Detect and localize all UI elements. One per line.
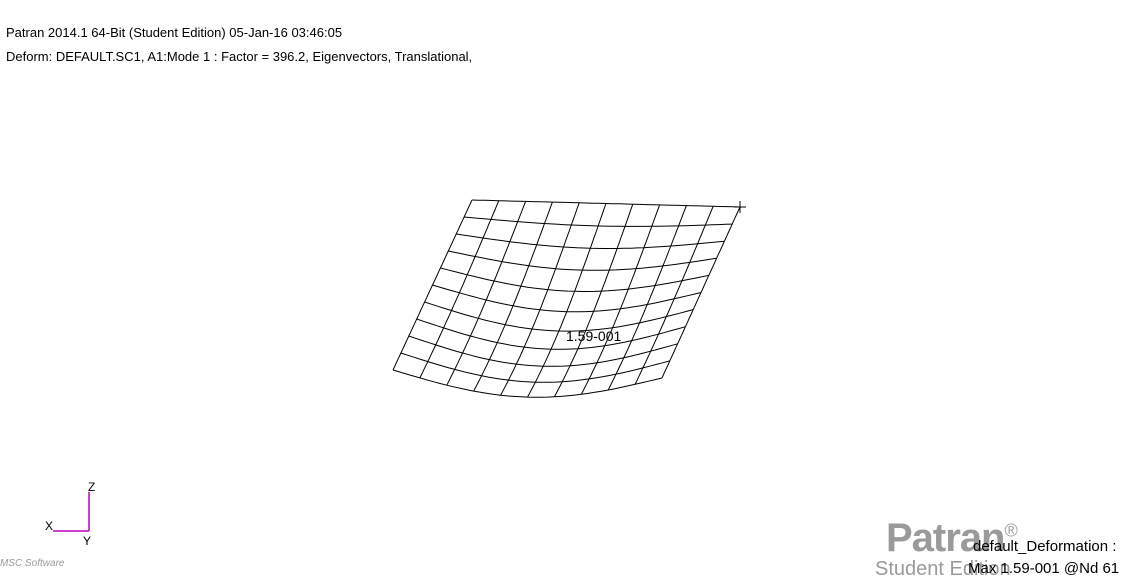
mesh-row-line bbox=[424, 301, 694, 332]
mesh-column-line bbox=[392, 199, 473, 371]
mesh-column-line bbox=[473, 201, 553, 392]
mesh-column-line bbox=[580, 204, 661, 395]
mesh-row-line bbox=[416, 318, 686, 350]
patran-logo: Patran® bbox=[886, 516, 1018, 560]
max-value-label: 1.59-001 bbox=[566, 328, 621, 344]
mesh-column-line bbox=[419, 200, 500, 379]
result-legend-title: default_Deformation : bbox=[973, 538, 1117, 555]
result-legend-max: Max 1.59-001 @Nd 61 bbox=[968, 560, 1120, 577]
mesh-column-line bbox=[446, 201, 527, 386]
mesh-row-line bbox=[392, 369, 663, 398]
deformed-mesh bbox=[392, 199, 741, 398]
mesh-row-line bbox=[408, 335, 678, 367]
mesh-row-line bbox=[400, 352, 670, 383]
header-title: Patran 2014.1 64-Bit (Student Edition) 0… bbox=[6, 25, 343, 40]
mesh-column-line bbox=[527, 203, 607, 398]
mesh-column-line bbox=[634, 206, 714, 385]
mesh-row-line bbox=[456, 233, 725, 249]
msc-software-logo: MSC Software bbox=[0, 558, 65, 569]
mesh-column-line bbox=[607, 205, 687, 391]
mesh-column-line bbox=[553, 204, 634, 398]
mesh-row-line bbox=[432, 284, 702, 313]
axis-y-label: Y bbox=[83, 534, 91, 548]
mesh-column-line bbox=[500, 202, 580, 396]
axis-x-label: X bbox=[45, 519, 53, 533]
axis-triad: Z X Y bbox=[45, 480, 95, 548]
mesh-row-line bbox=[440, 267, 709, 292]
axis-z-label: Z bbox=[88, 480, 95, 494]
student-edition-watermark: Student Edition bbox=[875, 558, 1011, 580]
mesh-column-line bbox=[661, 206, 741, 379]
deform-info: Deform: DEFAULT.SC1, A1:Mode 1 : Factor … bbox=[6, 49, 473, 64]
mesh-row-line bbox=[448, 250, 717, 271]
